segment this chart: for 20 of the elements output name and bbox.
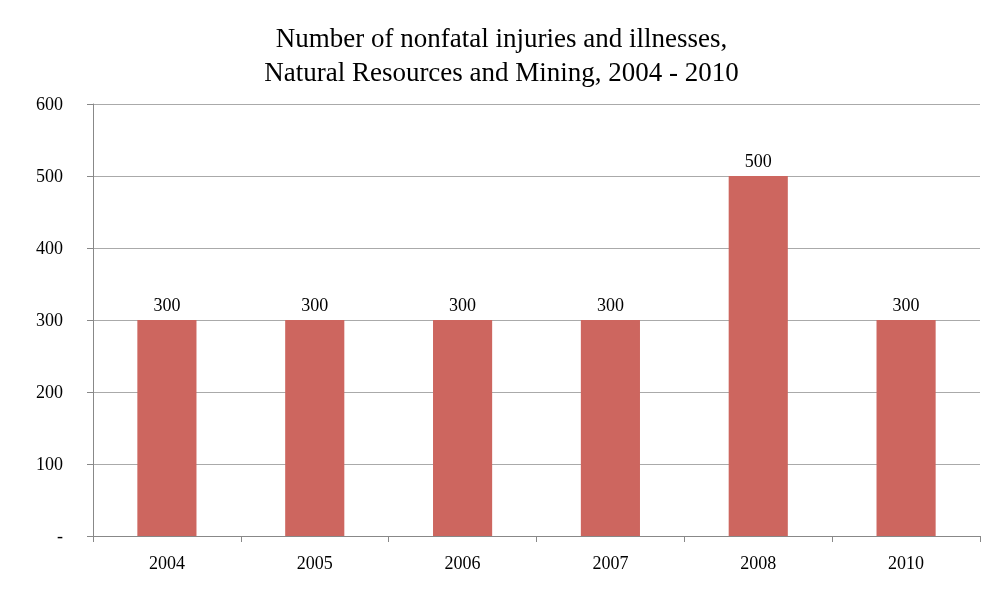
- y-tick-label: 600: [36, 94, 63, 114]
- x-tick-label: 2007: [592, 553, 629, 573]
- y-tick-label: 100: [36, 454, 63, 474]
- chart-title: Number of nonfatal injuries and illnesses, Natural Resources and Mining, 2004 - 2010: [264, 23, 739, 87]
- data-label: 300: [892, 295, 920, 315]
- y-tick-label: 400: [36, 238, 63, 258]
- x-tick-label: 2005: [296, 553, 333, 573]
- x-tick-label: 2006: [444, 553, 481, 573]
- data-label: 300: [153, 295, 181, 315]
- data-label: 300: [596, 295, 624, 315]
- y-tick-label: 200: [36, 382, 63, 402]
- y-tick-label: -: [57, 526, 63, 546]
- data-label: 500: [744, 151, 772, 171]
- x-tick-label: 2008: [740, 553, 777, 573]
- y-tick-label: 300: [36, 310, 63, 330]
- x-tick-label: 2004: [148, 553, 185, 573]
- data-label: 300: [301, 295, 329, 315]
- y-tick-label: 500: [36, 166, 63, 186]
- data-label: 300: [449, 295, 477, 315]
- x-tick-label: 2010: [888, 553, 925, 573]
